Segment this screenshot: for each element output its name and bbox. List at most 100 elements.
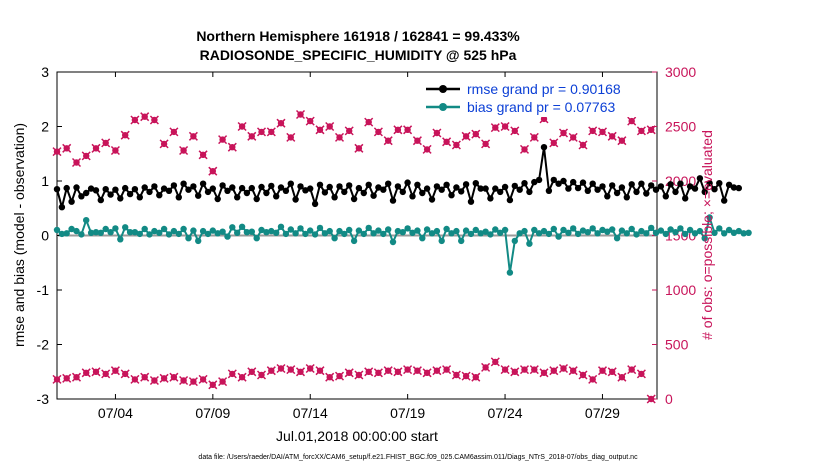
- obs-possible-point: [218, 135, 228, 145]
- obs-evaluated-point: [149, 375, 159, 386]
- obs-possible-point: [500, 121, 510, 132]
- data-file-footer: data file: /Users/raeder/DAI/ATM_forcXX/…: [198, 454, 638, 461]
- obs-possible-point-cross-b: [237, 121, 247, 132]
- obs-possible-point-cross-b: [364, 117, 374, 127]
- obs-evaluated-point-cross-b: [500, 365, 510, 375]
- bias-point: [87, 229, 95, 236]
- obs-possible-point-cross-b: [247, 131, 257, 141]
- obs-evaluated-point-cross-b: [227, 369, 237, 379]
- bias-point: [311, 231, 319, 238]
- obs-possible-point-cross-b: [646, 125, 656, 135]
- bias-point: [423, 226, 431, 233]
- bias-point: [691, 230, 699, 237]
- rmse-point: [540, 144, 548, 151]
- rmse-point: [336, 183, 343, 190]
- obs-possible-point-cross-b: [422, 144, 432, 154]
- bias-point: [467, 230, 475, 238]
- obs-evaluated-point-cross-b: [286, 365, 296, 375]
- legend-rmse-label: rmse grand pr = 0.90168: [467, 81, 621, 97]
- rmse-point: [136, 194, 143, 201]
- right-tick-label: 3000: [665, 64, 696, 80]
- obs-evaluated-point-cross-b: [471, 372, 481, 382]
- obs-evaluated-point: [276, 363, 286, 374]
- rmse-point: [199, 180, 207, 187]
- obs-evaluated-point: [481, 362, 491, 372]
- bias-point: [214, 230, 221, 237]
- obs-evaluated-point-cross-b: [529, 365, 539, 375]
- obs-evaluated-point-cross-b: [461, 371, 471, 381]
- rmse-point: [126, 190, 134, 198]
- rmse-point: [107, 191, 114, 198]
- bias-point: [584, 229, 591, 236]
- obs-evaluated-point: [52, 374, 62, 384]
- rmse-point: [604, 193, 611, 200]
- obs-evaluated-point-cross-b: [305, 363, 315, 374]
- bias-point: [682, 230, 689, 238]
- bias-point: [165, 231, 173, 238]
- obs-possible-point: [179, 145, 189, 156]
- rmse-point: [609, 182, 616, 189]
- obs-evaluated-point: [403, 365, 413, 375]
- chart-title-line-2: RADIOSONDE_SPECIFIC_HUMIDITY @ 525 hPa: [200, 47, 517, 63]
- obs-evaluated-point: [500, 365, 510, 375]
- obs-evaluated-point-cross-b: [159, 373, 169, 383]
- rmse-point: [355, 184, 363, 192]
- bias-point: [443, 225, 450, 233]
- rmse-point: [234, 194, 241, 201]
- obs-evaluated-point: [315, 366, 325, 376]
- rmse-point: [209, 185, 216, 192]
- bias-point: [53, 226, 61, 234]
- obs-possible-point: [597, 127, 608, 137]
- bias-point: [151, 227, 158, 235]
- obs-evaluated-point-cross-b: [558, 363, 569, 374]
- obs-evaluated-point: [218, 377, 228, 387]
- obs-evaluated-point: [295, 367, 306, 377]
- rmse-point: [238, 184, 246, 192]
- rmse-point: [497, 188, 504, 196]
- obs-evaluated-point: [325, 372, 335, 382]
- obs-possible-point: [432, 128, 442, 138]
- bias-point: [302, 230, 309, 238]
- bias-point: [453, 227, 460, 235]
- bias-point: [428, 230, 436, 237]
- bias-point: [672, 229, 679, 236]
- x-tick-label: 07/09: [195, 405, 230, 421]
- obs-possible-point-cross-b: [110, 145, 120, 156]
- bias-point: [594, 230, 601, 237]
- obs-possible-point-cross-b: [71, 157, 82, 168]
- rmse-point: [657, 183, 665, 190]
- obs-evaluated-point-cross-b: [334, 371, 345, 381]
- obs-evaluated-point: [81, 368, 91, 378]
- obs-possible-point: [140, 112, 150, 122]
- obs-evaluated-point-cross-b: [315, 366, 325, 376]
- rmse-point: [302, 187, 309, 194]
- obs-possible-point: [52, 147, 62, 157]
- obs-possible-point-cross-b: [588, 126, 598, 136]
- obs-possible-point: [490, 123, 500, 133]
- rmse-point: [462, 181, 470, 188]
- obs-possible-point-cross-b: [325, 121, 335, 132]
- bias-point: [613, 235, 621, 242]
- bias-point: [565, 229, 572, 236]
- rmse-point: [404, 179, 411, 186]
- obs-evaluated-point: [227, 369, 237, 379]
- rmse-point: [151, 183, 158, 190]
- obs-possible-point-cross-b: [218, 135, 228, 145]
- rmse-point: [579, 179, 587, 186]
- obs-possible-point: [227, 142, 237, 152]
- obs-possible-point-cross-b: [62, 143, 72, 153]
- x-tick-label: 07/14: [293, 405, 328, 421]
- obs-possible-point: [101, 138, 111, 148]
- bias-point: [282, 230, 290, 238]
- rmse-point: [638, 180, 645, 187]
- bias-point: [219, 228, 226, 235]
- rmse-series: [53, 144, 742, 211]
- rmse-point: [160, 185, 168, 192]
- rmse-point: [535, 176, 543, 184]
- bias-point: [385, 226, 392, 233]
- rmse-point: [570, 178, 577, 186]
- obs-evaluated-point-cross-b: [607, 367, 617, 377]
- rmse-point: [511, 182, 518, 190]
- bias-point: [419, 235, 426, 242]
- obs-possible-point-cross-b: [558, 128, 569, 138]
